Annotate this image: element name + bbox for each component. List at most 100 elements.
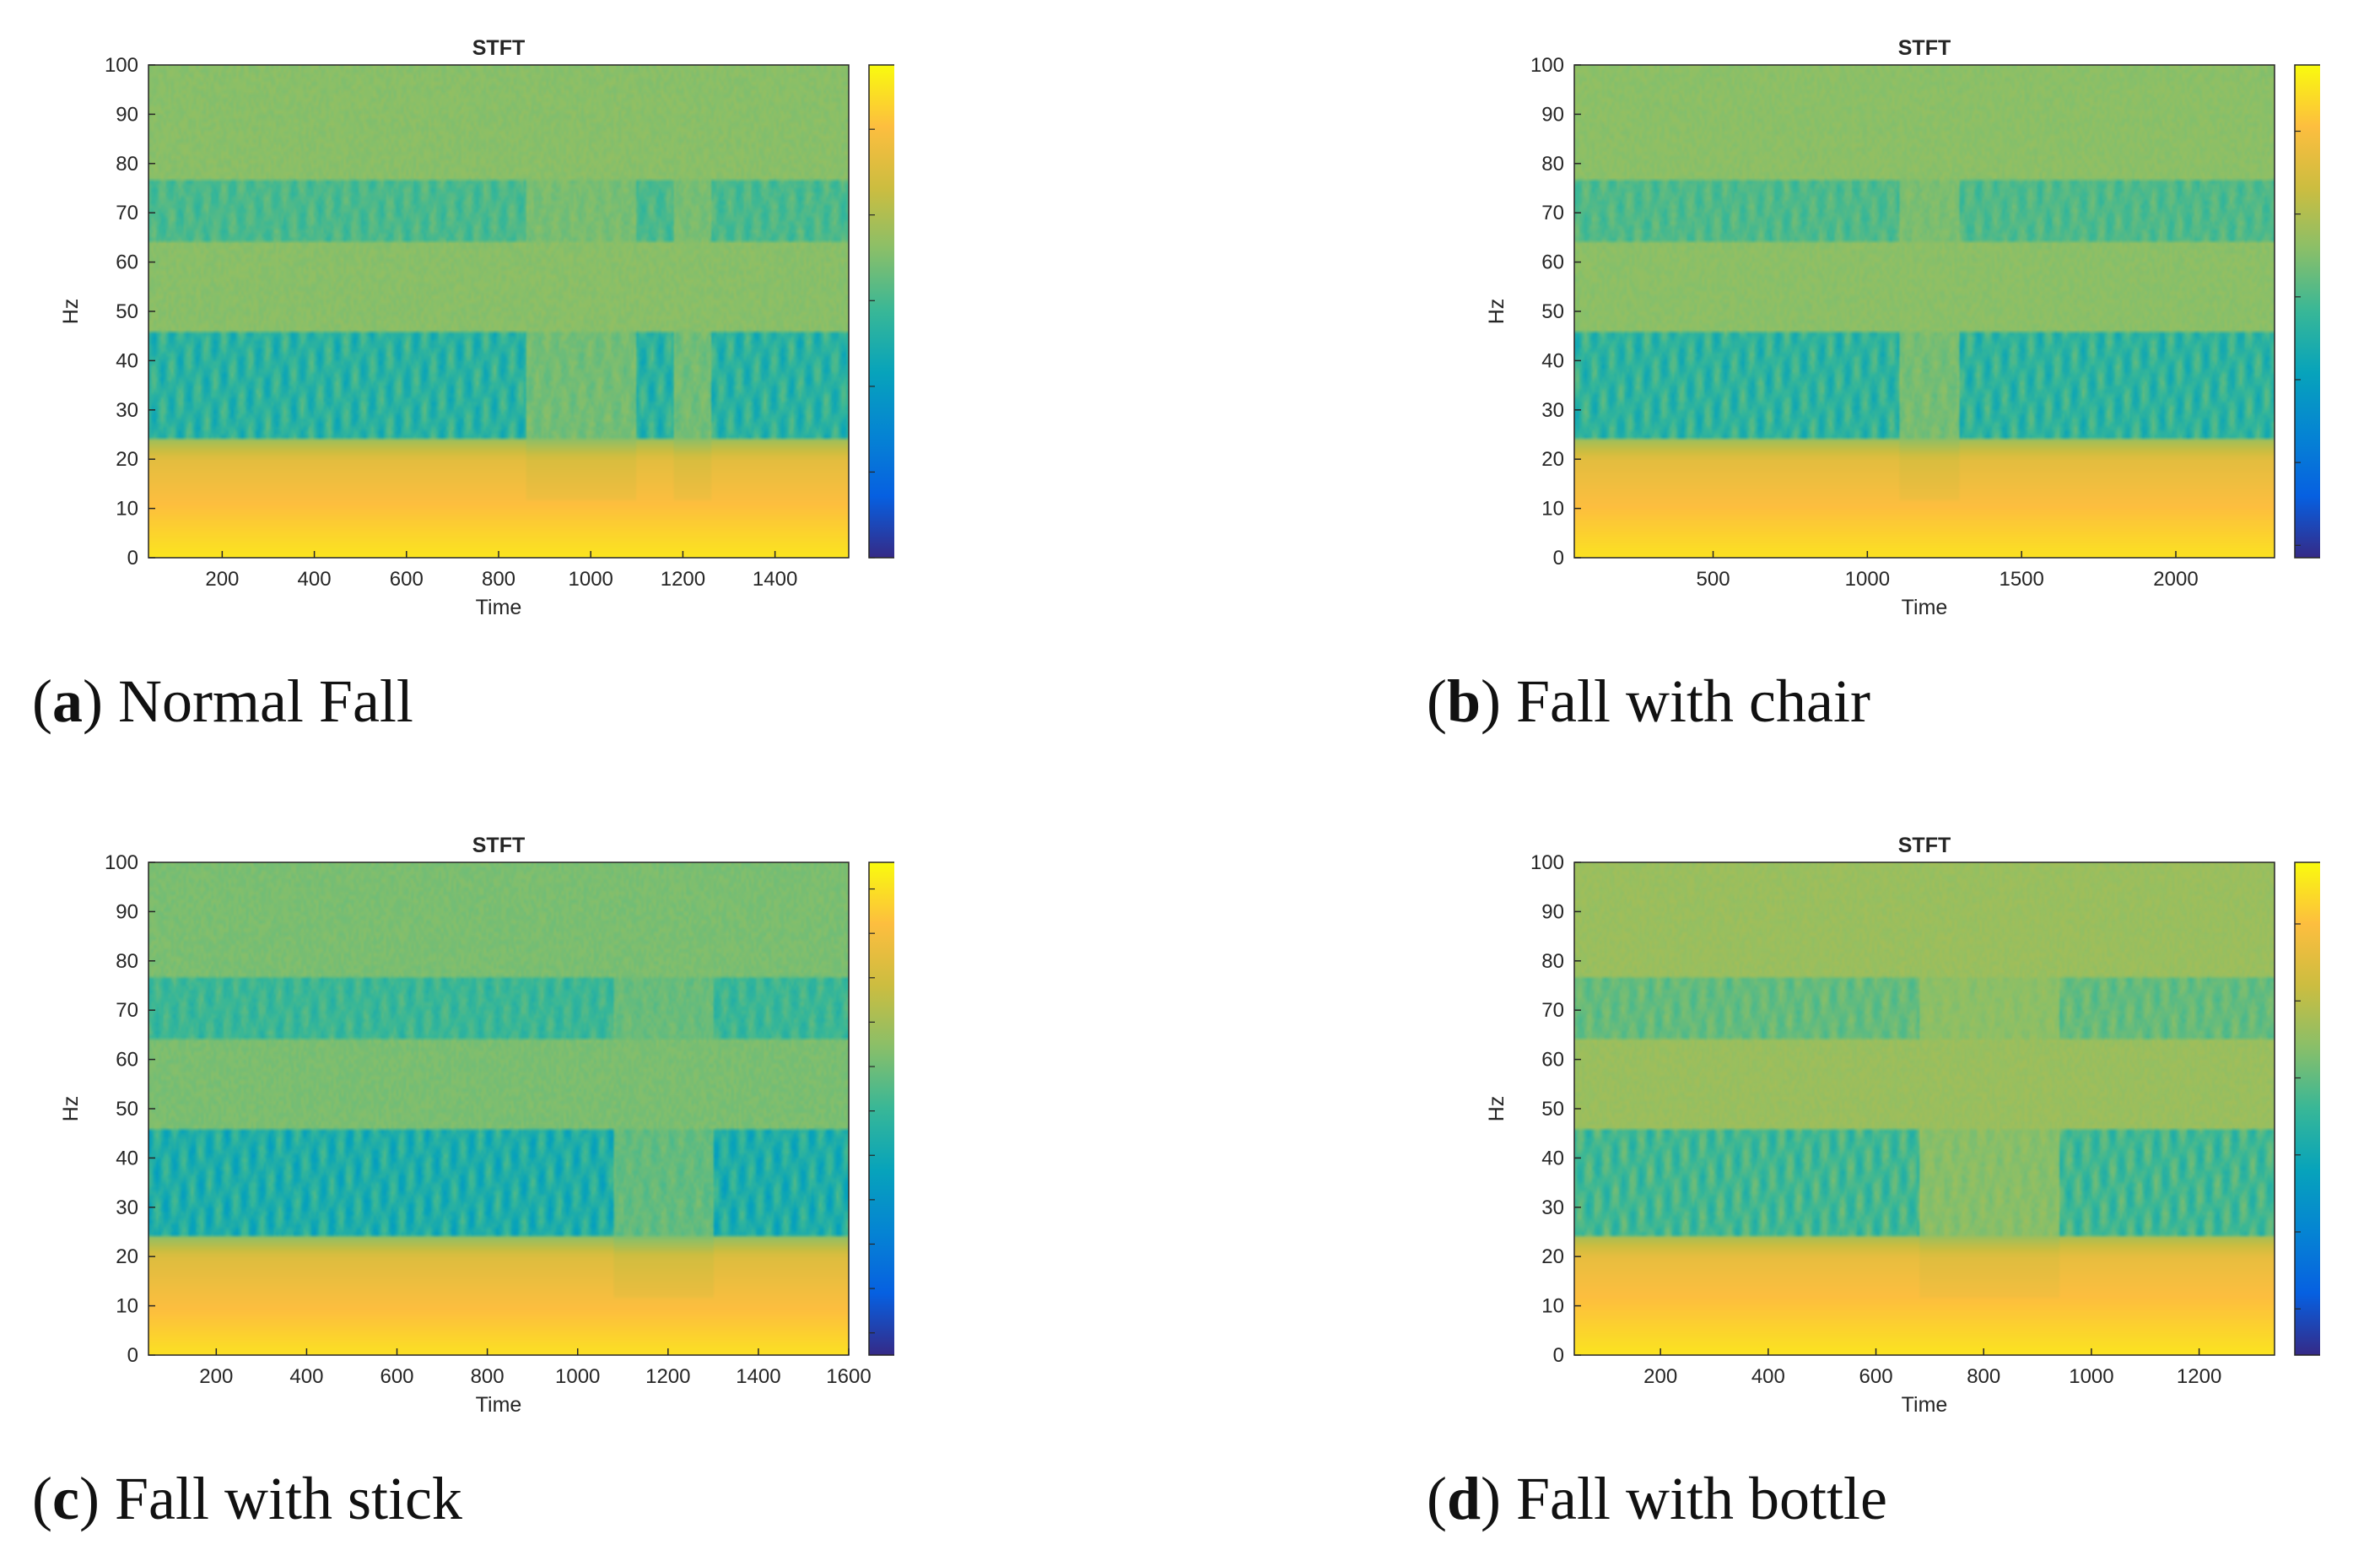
caption-label: c — [51, 1465, 79, 1532]
y-tick-label: 100 — [105, 851, 138, 874]
y-tick-label: 60 — [1541, 1049, 1564, 1072]
caption-text: Fall with stick — [114, 1465, 462, 1532]
panel-d: STFT 200 400 600 800 1000 1200 0 10 20 30 40 50 60 70 8… — [1426, 797, 2369, 1532]
x-tick-label: 1200 — [661, 568, 705, 591]
y-tick-label: 90 — [1541, 900, 1564, 923]
panel-c: STFT 200 400 600 800 1000 1200 1400 1600 0 10 20 30 4… — [0, 797, 943, 1532]
x-tick-label: 500 — [1697, 568, 1730, 591]
caption-label: a — [51, 667, 83, 735]
x-tick-label: 600 — [390, 568, 424, 591]
y-tick-label: 40 — [1541, 1147, 1564, 1169]
spectrogram-heatmap — [148, 862, 849, 1355]
colorbar — [2294, 64, 2333, 559]
x-tick-label: 400 — [289, 1365, 323, 1388]
y-tick-label: 100 — [105, 54, 138, 77]
y-tick-label: 60 — [1541, 251, 1564, 274]
spectrogram-chart-b: STFT 500 1000 1500 2000 0 10 20 30 40 50 60 70 80 90 10… — [1485, 36, 2369, 619]
x-tick-label: 2000 — [2153, 568, 2198, 591]
y-tick-label: 0 — [1553, 1344, 1564, 1367]
y-axis-label: Hz — [1485, 1096, 1508, 1122]
y-tick-label: 20 — [116, 448, 138, 471]
y-axis-label: Hz — [59, 299, 83, 325]
y-tick-label: 50 — [1541, 1098, 1564, 1121]
x-tick-label: 800 — [482, 568, 515, 591]
y-tick-label: 80 — [116, 153, 138, 176]
spectrogram-heatmap — [148, 65, 849, 558]
x-tick-label: 1200 — [645, 1365, 690, 1388]
caption-d: (d) Fall with bottle — [1427, 1465, 1887, 1532]
y-tick-label: 10 — [116, 498, 138, 521]
x-tick-label: 1000 — [569, 568, 613, 591]
caption-c: (c) Fall with stick — [32, 1465, 462, 1532]
x-tick-label: 600 — [1859, 1365, 1893, 1388]
chart-title: STFT — [1898, 36, 1951, 60]
y-tick-label: 20 — [1541, 448, 1564, 471]
y-tick-label: 80 — [1541, 153, 1564, 176]
y-tick-label: 90 — [116, 900, 138, 923]
x-tick-label: 200 — [205, 568, 239, 591]
x-tick-label: 600 — [380, 1365, 413, 1388]
x-tick-label: 1400 — [753, 568, 797, 591]
y-tick-label: 50 — [1541, 300, 1564, 323]
caption-label: b — [1446, 667, 1481, 735]
x-tick-label: 800 — [1967, 1365, 2000, 1388]
y-tick-label: 10 — [116, 1295, 138, 1318]
y-tick-label: 0 — [1553, 547, 1564, 570]
y-tick-label: 40 — [116, 349, 138, 372]
x-axis-label: Time — [476, 1393, 522, 1417]
x-axis-label: Time — [1902, 596, 1948, 619]
y-tick-label: 30 — [1541, 399, 1564, 422]
x-tick-label: 1600 — [826, 1365, 871, 1388]
caption-text: Normal Fall — [117, 667, 413, 735]
colorbar — [868, 64, 907, 559]
y-tick-label: 30 — [116, 1196, 138, 1219]
caption-text: Fall with bottle — [1516, 1465, 1887, 1532]
y-tick-label: 60 — [116, 1049, 138, 1072]
chart-title: STFT — [472, 36, 526, 60]
y-tick-label: 60 — [116, 251, 138, 274]
caption-text: Fall with chair — [1516, 667, 1870, 735]
y-axis-label: Hz — [1485, 299, 1508, 325]
y-tick-label: 50 — [116, 1098, 138, 1121]
x-tick-label: 1400 — [736, 1365, 780, 1388]
spectrogram-heatmap — [1574, 862, 2275, 1355]
panel-a: STFT 200 400 600 800 1000 1200 1400 0 10 20 30 40 50 6… — [0, 0, 943, 735]
y-tick-label: 20 — [1541, 1245, 1564, 1268]
x-axis-label: Time — [1902, 1393, 1948, 1417]
y-tick-label: 10 — [1541, 498, 1564, 521]
y-tick-label: 90 — [1541, 103, 1564, 126]
x-tick-label: 1500 — [1999, 568, 2043, 591]
x-tick-label: 800 — [471, 1365, 505, 1388]
y-tick-label: 40 — [1541, 349, 1564, 372]
x-axis-label: Time — [476, 596, 522, 619]
caption-label: d — [1446, 1465, 1481, 1532]
x-tick-label: 1000 — [1845, 568, 1890, 591]
x-tick-label: 1000 — [555, 1365, 600, 1388]
caption-b: (b) Fall with chair — [1427, 667, 1870, 735]
spectrogram-chart-c: STFT 200 400 600 800 1000 1200 1400 1600 0 10 20 30 4… — [59, 834, 943, 1417]
caption-a: (a) Normal Fall — [32, 667, 413, 735]
y-tick-label: 0 — [127, 547, 138, 570]
y-tick-label: 40 — [116, 1147, 138, 1169]
y-tick-label: 100 — [1530, 54, 1564, 77]
colorbar — [868, 861, 907, 1356]
y-tick-label: 70 — [116, 999, 138, 1022]
spectrogram-heatmap — [1574, 65, 2275, 558]
y-tick-label: 100 — [1530, 851, 1564, 874]
y-tick-label: 0 — [127, 1344, 138, 1367]
x-tick-label: 200 — [199, 1365, 233, 1388]
y-tick-label: 20 — [116, 1245, 138, 1268]
chart-title: STFT — [472, 834, 526, 857]
x-tick-label: 400 — [298, 568, 332, 591]
y-axis-label: Hz — [59, 1096, 83, 1122]
y-tick-label: 10 — [1541, 1295, 1564, 1318]
panel-b: STFT 500 1000 1500 2000 0 10 20 30 40 50 60 70 80 90 10… — [1426, 0, 2369, 735]
y-tick-label: 70 — [1541, 999, 1564, 1022]
y-tick-label: 80 — [1541, 950, 1564, 973]
x-tick-label: 200 — [1643, 1365, 1677, 1388]
y-tick-label: 30 — [1541, 1196, 1564, 1219]
chart-title: STFT — [1898, 834, 1951, 857]
y-tick-label: 80 — [116, 950, 138, 973]
y-tick-label: 30 — [116, 399, 138, 422]
spectrogram-chart-a: STFT 200 400 600 800 1000 1200 1400 0 10 20 30 40 50 6… — [59, 36, 943, 619]
